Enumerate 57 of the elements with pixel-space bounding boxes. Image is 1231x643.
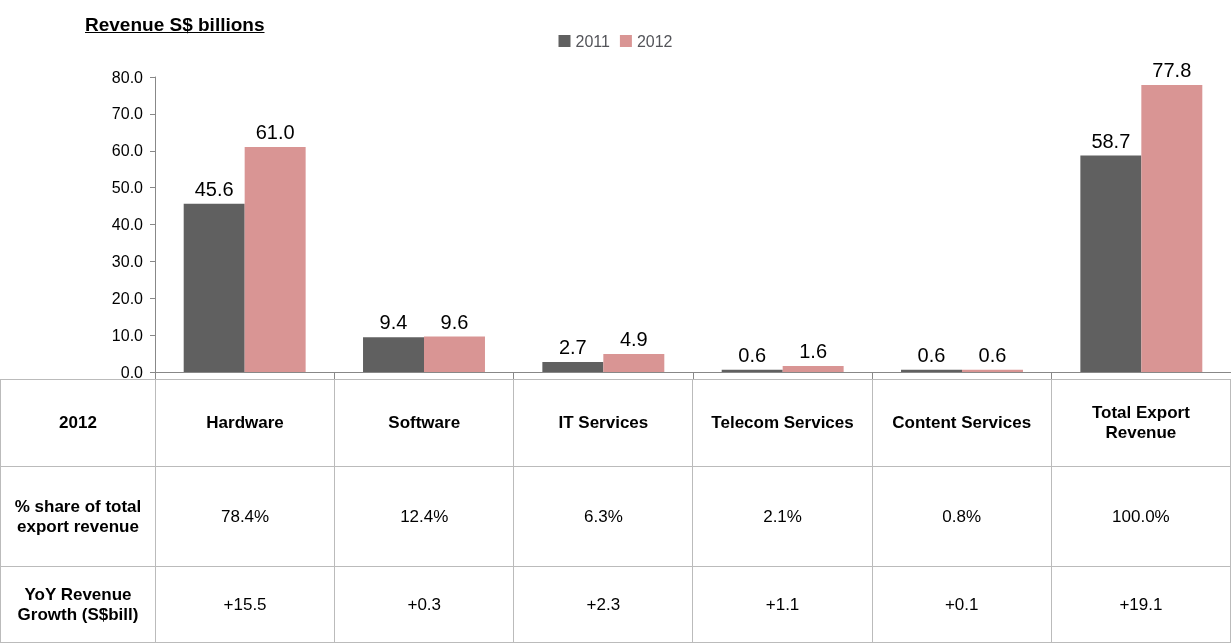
x-tick-label: Software — [334, 379, 514, 467]
data-label: 9.4 — [379, 311, 408, 334]
text: +1.1 — [692, 566, 873, 643]
text: +0.1 — [872, 566, 1052, 643]
bar — [363, 337, 424, 372]
bar — [1080, 155, 1142, 372]
x-tick-label: Content Services — [872, 379, 1052, 467]
text: YoY Revenue Growth (S$bill) — [0, 566, 156, 643]
bar — [603, 353, 665, 372]
bar — [782, 366, 844, 372]
text: +19.1 — [1051, 566, 1231, 643]
y-tick-label: 50.0 — [111, 179, 144, 197]
data-label: 1.6 — [799, 340, 828, 363]
x-tick-label: Telecom Services — [692, 379, 873, 467]
y-tick-label: 40.0 — [111, 216, 144, 233]
data-label: 2.7 — [558, 336, 587, 359]
data-label: 77.8 — [1152, 59, 1192, 82]
data-label: 0.6 — [738, 343, 767, 366]
y-tick-label: 0.0 — [120, 363, 144, 381]
legend-label: 2011 — [575, 32, 611, 50]
text: +2.3 — [513, 566, 693, 643]
data-label: 58.7 — [1091, 129, 1131, 152]
bar — [183, 203, 245, 372]
text: +0.3 — [334, 566, 514, 643]
bar — [721, 369, 783, 372]
data-label: 0.6 — [978, 343, 1007, 366]
y-tick-label: 20.0 — [111, 289, 144, 307]
chart-title: Revenue S$ billions — [85, 14, 265, 36]
y-tick-label: 10.0 — [111, 326, 144, 344]
bar — [542, 362, 604, 372]
x-tick-label: Total Export Revenue — [1051, 379, 1231, 467]
text: +15.5 — [155, 566, 335, 643]
y-tick-label: 30.0 — [111, 252, 144, 270]
y-tick-label: 80.0 — [111, 68, 144, 86]
bar — [424, 336, 485, 372]
data-label: 61.0 — [255, 121, 295, 144]
text: 78.4% — [155, 466, 335, 567]
x-tick-label: Hardware — [155, 379, 335, 467]
text: 0.8% — [872, 466, 1052, 567]
bar — [901, 369, 962, 372]
bar — [962, 369, 1023, 372]
bar — [1141, 85, 1203, 372]
data-label: 9.6 — [440, 310, 469, 333]
data-label: 4.9 — [619, 327, 648, 350]
text: 12.4% — [334, 466, 514, 567]
text: 2012 — [0, 379, 156, 467]
legend-label: 2012 — [636, 32, 673, 50]
data-label: 45.6 — [194, 177, 234, 200]
text: % share of total export revenue — [0, 466, 156, 567]
text: 100.0% — [1051, 466, 1231, 567]
text: 6.3% — [513, 466, 693, 567]
x-tick-label: IT Services — [513, 379, 693, 467]
bar — [244, 147, 306, 372]
y-tick-label: 60.0 — [111, 142, 144, 160]
y-tick-label: 70.0 — [111, 105, 144, 123]
data-label: 0.6 — [917, 343, 946, 366]
text: 2.1% — [692, 466, 873, 567]
